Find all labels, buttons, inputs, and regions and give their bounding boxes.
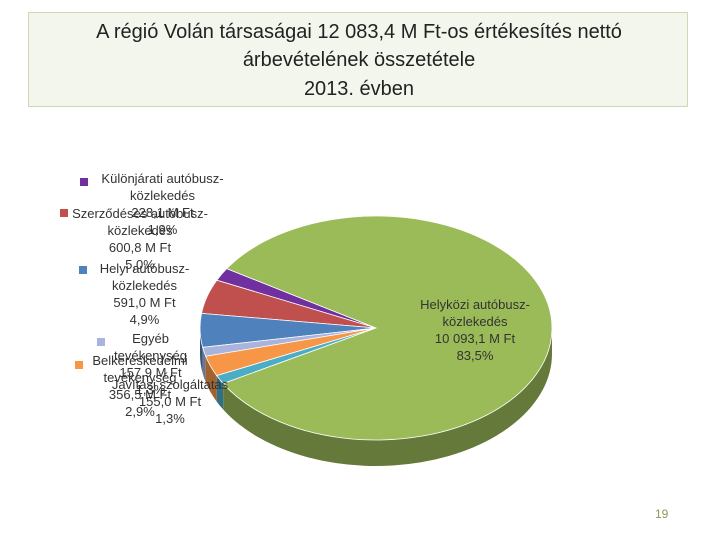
slice-side [223, 328, 553, 467]
slice [222, 215, 553, 441]
slice-side [216, 375, 224, 410]
title-box: A régió Volán társaságai 12 083,4 M Ft-o… [28, 12, 688, 107]
slice-name: Javítási szolgáltatás [111, 377, 229, 392]
chart-title: 2013. évben [303, 78, 415, 100]
percent-label: 83,5% [456, 348, 494, 363]
percent-label: 4,9% [129, 312, 160, 327]
page-number: 19 [655, 507, 669, 521]
data-label: Helyi autóbusz-közlekedés 591,0 M Ft 4,9% [82, 260, 207, 328]
data-label: Különjárati autóbusz-közlekedés 228,1 M F… [90, 170, 235, 238]
amount-label: 591,0 M Ft [113, 295, 176, 310]
amount-label: 228,1 M Ft [131, 205, 194, 220]
data-label: Javítási szolgáltatás 155,0 M Ft 1,3% [110, 376, 230, 427]
data-label: Helyközi autóbusz-közlekedés 10 093,1 M F… [395, 296, 555, 364]
percent-label: 1,3% [135, 382, 166, 397]
data-label: Belkereskedelmi tevékenység 356,5 M Ft 2,9… [80, 352, 200, 420]
legend-swatch [80, 178, 88, 186]
amount-label: 356,5 M Ft [108, 387, 172, 402]
slice-name: Helyközi autóbusz-közlekedés [420, 297, 530, 329]
chart-title: A régió Volán társaságai 12 083,4 M Ft-o… [96, 21, 622, 43]
percent-label: 1,3% [155, 411, 185, 426]
slice-name: Szerződéses autóbusz-közlekedés [72, 206, 208, 238]
amount-label: 10 093,1 M Ft [434, 331, 516, 346]
chart-title: árbevételének összetétele [242, 49, 476, 71]
slice-name: Egyéb tevékenység [114, 331, 187, 363]
percent-label: 2,9% [125, 404, 155, 419]
legend-swatch [97, 338, 105, 346]
percent-label: 1,9% [147, 222, 178, 237]
slice-name: Belkereskedelmi tevékenység [92, 353, 188, 385]
slice-name: Helyi autóbusz-közlekedés [99, 261, 190, 293]
legend-swatch [75, 361, 83, 369]
slice-side [205, 356, 217, 402]
slice-name: Különjárati autóbusz-közlekedés [101, 171, 224, 203]
slice-side [202, 347, 206, 383]
percent-label: 5,0% [125, 257, 155, 272]
amount-label: 155,0 M Ft [138, 394, 202, 409]
data-label: Szerződéses autóbusz-közlekedés 600,8 M F… [70, 205, 210, 273]
legend-swatch [79, 266, 87, 274]
data-label: Egyéb tevékenység 157,9 M Ft 1,3% [98, 330, 203, 398]
legend-swatch [60, 209, 68, 217]
amount-label: 600,8 M Ft [108, 240, 172, 255]
amount-label: 157,9 M Ft [119, 365, 182, 380]
